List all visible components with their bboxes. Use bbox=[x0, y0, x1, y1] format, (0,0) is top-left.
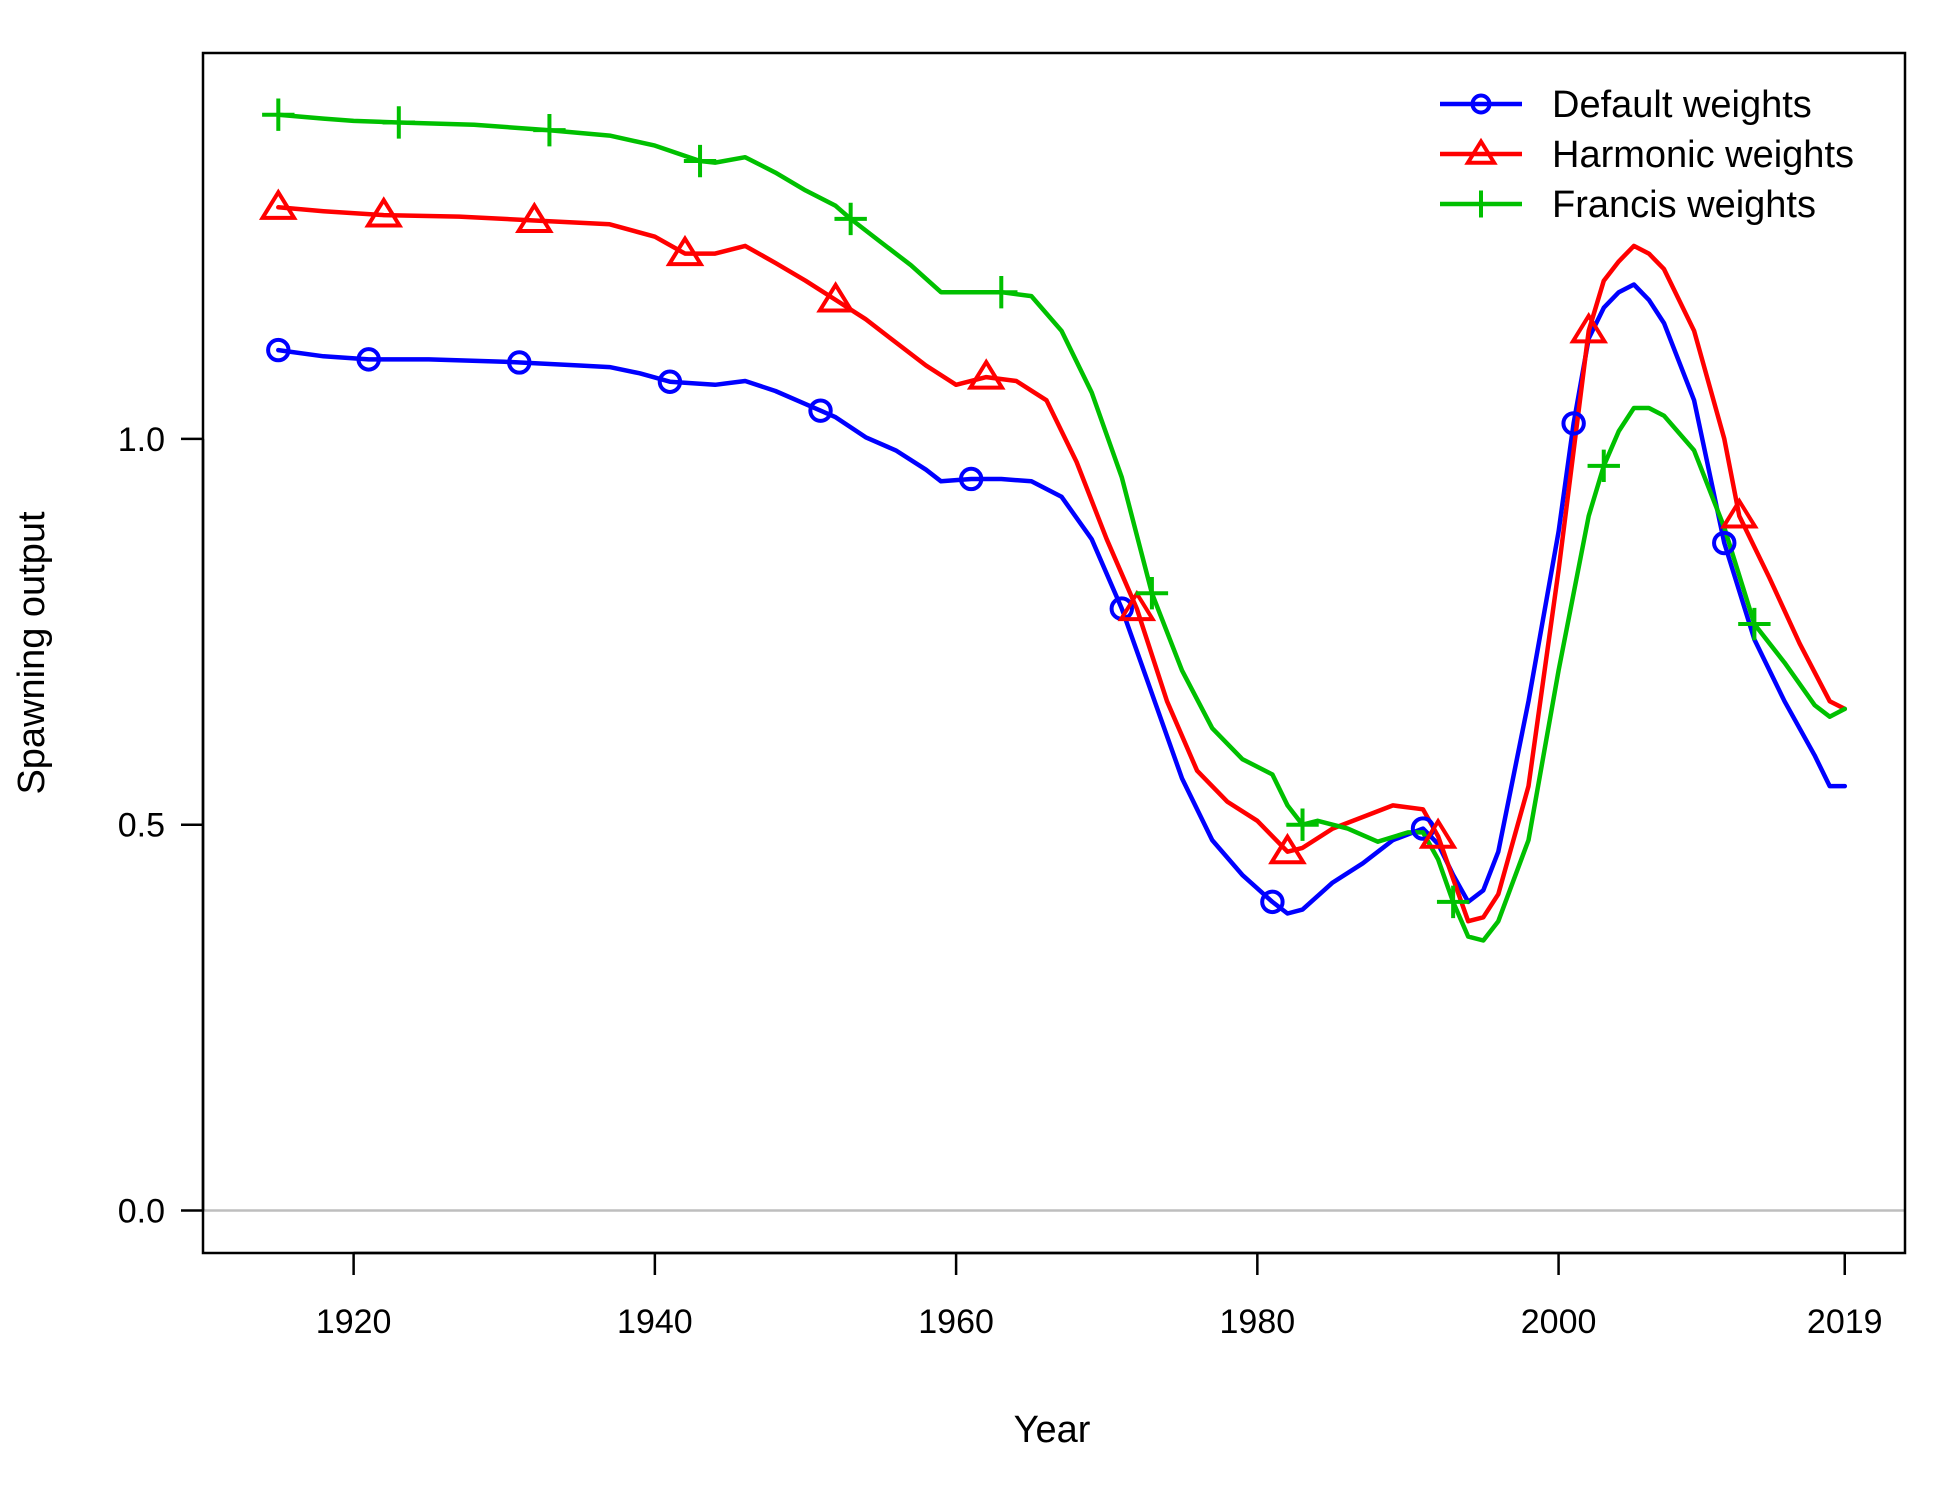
x-tick-label-2000: 2000 bbox=[1521, 1303, 1597, 1341]
series-1-marker-1 bbox=[266, 337, 291, 363]
series-1-marker-8 bbox=[1260, 889, 1285, 915]
legend-label-3: Francis weights bbox=[1552, 184, 1816, 226]
series-1-marker-6 bbox=[958, 466, 984, 492]
series-2-marker-3 bbox=[515, 201, 554, 233]
series-2-marker-10 bbox=[1569, 312, 1609, 344]
series-2-marker-1 bbox=[258, 188, 298, 220]
legend-marker-3 bbox=[1467, 190, 1495, 218]
series-line-3 bbox=[276, 112, 1848, 943]
series-1-marker-10 bbox=[1561, 411, 1586, 436]
x-tick-label-1960: 1960 bbox=[918, 1303, 994, 1341]
series-line-1 bbox=[276, 282, 1848, 916]
y-tick-label-0.0: 0.0 bbox=[118, 1193, 165, 1231]
series-1-marker-5 bbox=[808, 398, 833, 423]
series-3-marker-2 bbox=[382, 106, 416, 139]
y-axis-title: Spawning output bbox=[11, 511, 53, 795]
series-1-marker-2 bbox=[356, 347, 381, 372]
series-2-marker-2 bbox=[364, 196, 404, 228]
y-tick-label-0.5: 0.5 bbox=[118, 807, 165, 845]
x-tick-label-1980: 1980 bbox=[1220, 1303, 1296, 1341]
series-2-marker-4 bbox=[665, 234, 705, 267]
legend-label-1: Default weights bbox=[1552, 84, 1812, 126]
series-3-marker-6 bbox=[985, 276, 1018, 309]
series-1-marker-4 bbox=[657, 369, 683, 394]
legend-marker-2 bbox=[1464, 137, 1498, 165]
series-3-marker-3 bbox=[533, 113, 566, 147]
x-tick-label-1920: 1920 bbox=[316, 1303, 392, 1341]
legend-label-2: Harmonic weights bbox=[1552, 134, 1854, 176]
series-3-marker-7 bbox=[1135, 576, 1169, 610]
series-3-marker-10 bbox=[1587, 449, 1620, 483]
series-2-marker-11 bbox=[1719, 497, 1759, 529]
series-3-marker-5 bbox=[834, 202, 867, 236]
series-2-marker-6 bbox=[966, 358, 1006, 390]
x-axis-title: Year bbox=[1014, 1409, 1091, 1451]
series-3-marker-1 bbox=[262, 98, 295, 131]
series-3-marker-4 bbox=[683, 144, 717, 178]
series-2-marker-8 bbox=[1268, 832, 1307, 865]
series-1-marker-3 bbox=[507, 350, 532, 375]
series-3-marker-11 bbox=[1738, 607, 1771, 641]
series-2-marker-9 bbox=[1418, 817, 1458, 849]
series-3-marker-9 bbox=[1436, 885, 1470, 919]
series-1-marker-11 bbox=[1712, 530, 1737, 556]
legend: Default weights Harmonic weights Francis w… bbox=[1440, 84, 1854, 226]
x-tick-label-2019: 2019 bbox=[1807, 1303, 1883, 1341]
series-2-marker-7 bbox=[1117, 589, 1157, 622]
series-line-2 bbox=[276, 205, 1848, 924]
series-2-marker-5 bbox=[816, 281, 855, 313]
x-tick-label-1940: 1940 bbox=[617, 1303, 693, 1341]
legend-marker-1 bbox=[1470, 93, 1492, 115]
y-tick-label-1.0: 1.0 bbox=[118, 421, 165, 459]
series-3-marker-8 bbox=[1286, 808, 1319, 841]
